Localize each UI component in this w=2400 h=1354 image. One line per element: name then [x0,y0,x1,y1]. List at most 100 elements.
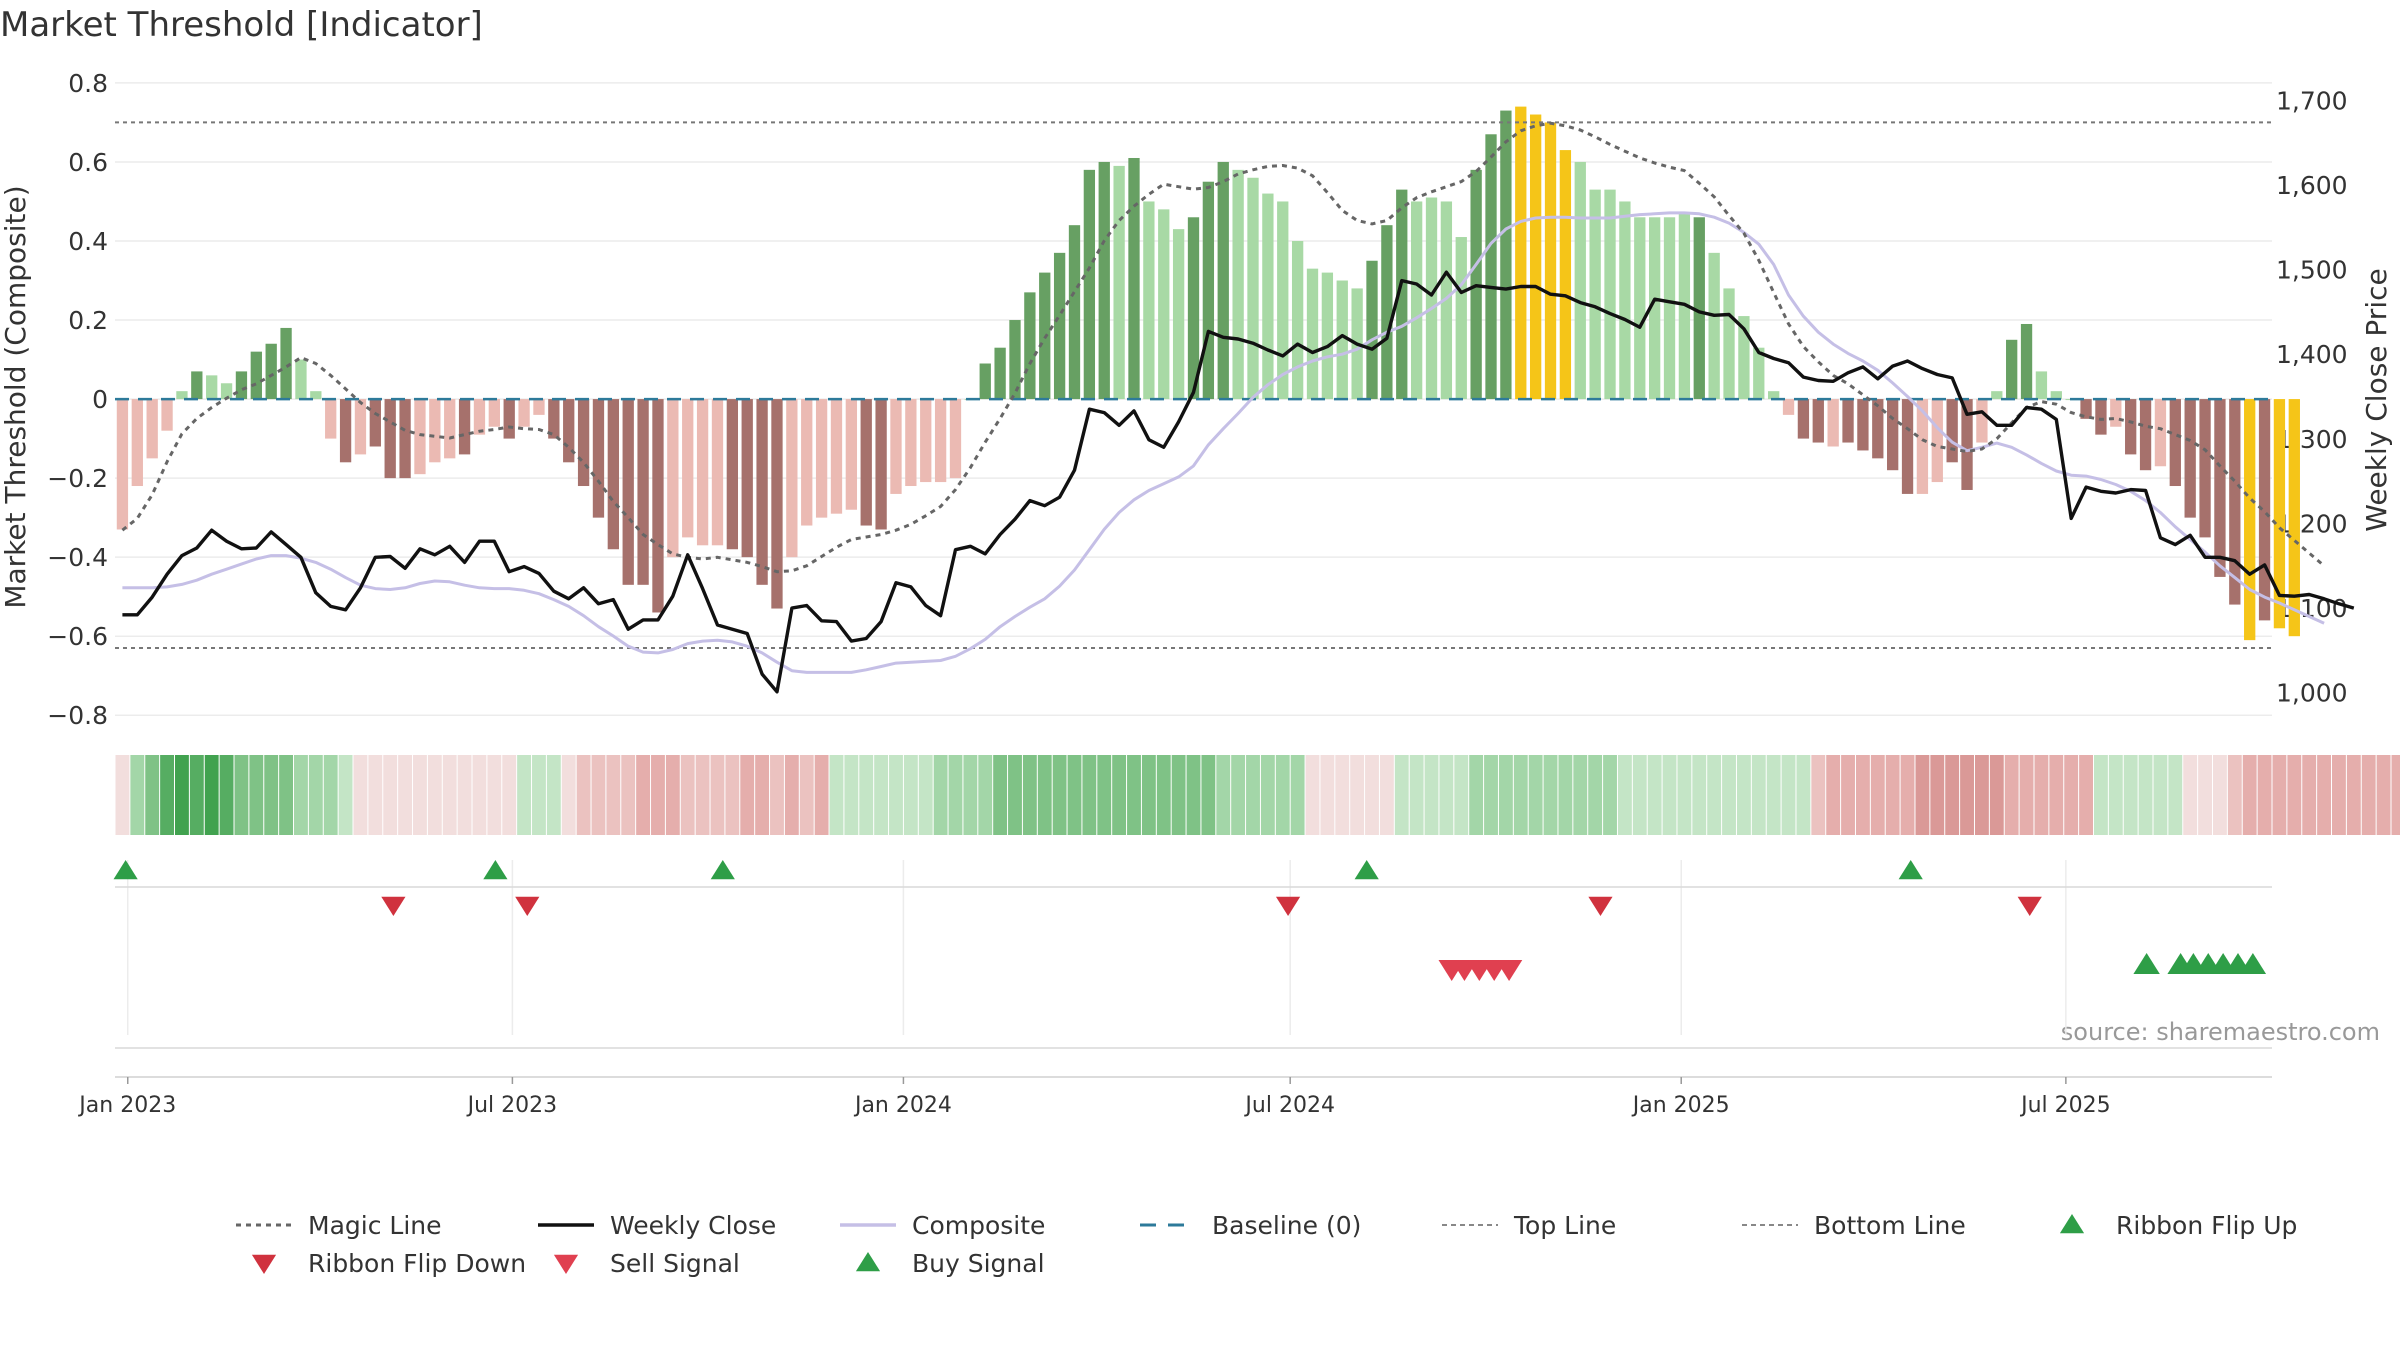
legend-label: Top Line [1513,1211,1616,1240]
composite-bar [1024,292,1035,399]
legend-item: Weekly Close [538,1211,776,1240]
ribbon-cell [1737,755,1751,835]
composite-bar [801,399,812,525]
composite-bar [1976,399,1987,442]
ribbon-cell [1172,755,1186,835]
ribbon-cell [636,755,650,835]
legend-label: Magic Line [308,1211,442,1240]
composite-bar [712,399,723,545]
ribbon-flip-up-marker [711,860,735,879]
composite-bar [697,399,708,545]
ribbon-cell [1722,755,1736,835]
composite-bar [1054,253,1065,399]
ribbon-cell [249,755,263,835]
ribbon-cell [978,755,992,835]
composite-bar [2036,371,2047,399]
composite-bar [1113,166,1124,399]
ribbon-cell [1558,755,1572,835]
ribbon-cell [1811,755,1825,835]
ribbon-cell [1410,755,1424,835]
composite-bar [816,399,827,518]
composite-bar [459,399,470,454]
composite-bar [1634,217,1645,399]
composite-bar [1604,190,1615,399]
ribbon-cell [1826,755,1840,835]
left-axis-label: Market Threshold (Composite) [0,185,32,608]
ribbon-cell [725,755,739,835]
composite-bar [444,399,455,458]
ribbon-cell [1544,755,1558,835]
ribbon-cell [2034,755,2048,835]
source-label: source: sharemaestro.com [2061,1018,2380,1046]
composite-bar [355,399,366,454]
composite-bar [533,399,544,415]
composite-bar [295,360,306,400]
ribbon-cell [1023,755,1037,835]
signal-panel [114,860,2272,1048]
composite-bar [1069,225,1080,399]
ribbon-cell [2168,755,2182,835]
ribbon-cell [547,755,561,835]
ribbon-cell [1499,755,1513,835]
composite-bar [474,399,485,435]
ribbon-cell [1097,755,1111,835]
ribbon-cell [502,755,516,835]
ribbon-cell [532,755,546,835]
x-tick-label: Jan 2024 [853,1093,952,1118]
x-tick-label: Jul 2024 [1243,1093,1335,1118]
ribbon-strip [116,755,2400,835]
ribbon-cell [2153,755,2167,835]
composite-bar [727,399,738,549]
composite-bar [2110,399,2121,427]
ribbon-flip-down-marker [2018,897,2042,916]
composite-bar [831,399,842,514]
legend-label: Ribbon Flip Down [308,1249,526,1278]
composite-bar [2095,399,2106,435]
composite-bar [1366,261,1377,399]
ribbon-cell [2392,755,2400,835]
composite-bar [1783,399,1794,415]
ribbon-cell [368,755,382,835]
ribbon-cell [2332,755,2346,835]
composite-bar [1099,162,1110,399]
ribbon-cell [517,755,531,835]
ribbon-flip-up-marker [1899,860,1923,879]
composite-bar [742,399,753,557]
ribbon-cell [2064,755,2078,835]
composite-bar [1575,162,1586,399]
legend-swatch [252,1255,276,1274]
ribbon-cell [1707,755,1721,835]
composite-bar [161,399,172,431]
ribbon-cell [116,755,130,835]
composite-bar [2125,399,2136,454]
ribbon-cell [1454,755,1468,835]
ribbon-cell [443,755,457,835]
ribbon-cell [2228,755,2242,835]
ribbon-cell [2079,755,2093,835]
composite-bar [578,399,589,486]
ribbon-cell [874,755,888,835]
left-tick-label: −0.4 [47,543,108,572]
ribbon-cell [1439,755,1453,835]
composite-bar [980,364,991,400]
ribbon-cell [1365,755,1379,835]
legend-item: Ribbon Flip Down [252,1249,526,1278]
composite-bar [667,399,678,557]
ribbon-cell [1380,755,1394,835]
composite-bar [1203,182,1214,399]
ribbon-cell [621,755,635,835]
composite-bar [266,344,277,399]
ribbon-cell [2347,755,2361,835]
composite-bar [1530,115,1541,400]
ribbon-cell [205,755,219,835]
right-tick-label: 1,700 [2276,86,2348,115]
composite-bar [1143,201,1154,399]
ribbon-cell [919,755,933,835]
ribbon-cell [160,755,174,835]
x-tick-label: Jan 2023 [77,1093,176,1118]
ribbon-cell [1915,755,1929,835]
composite-bar [1277,201,1288,399]
ribbon-cell [1692,755,1706,835]
ribbon-cell [666,755,680,835]
left-tick-label: −0.2 [47,464,108,493]
